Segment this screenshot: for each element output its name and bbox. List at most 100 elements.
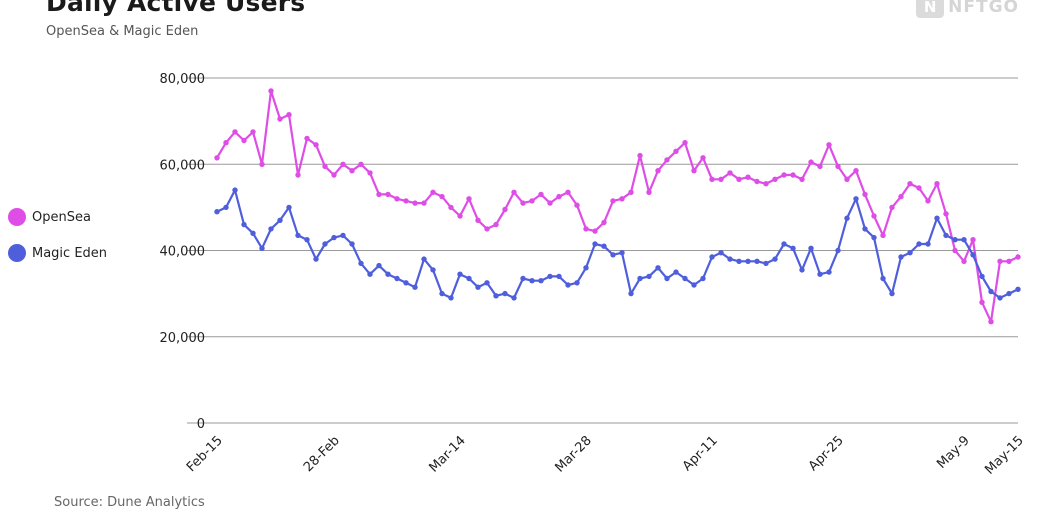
data-point-magic-eden-78 <box>916 241 922 247</box>
data-point-magic-eden-22 <box>412 284 418 290</box>
data-point-opensea-32 <box>502 206 508 213</box>
data-point-magic-eden-6 <box>268 226 274 232</box>
data-point-opensea-78 <box>916 185 922 191</box>
data-point-opensea-75 <box>889 204 895 211</box>
data-point-magic-eden-18 <box>376 262 382 269</box>
data-point-magic-eden-61 <box>763 260 769 267</box>
data-point-magic-eden-43 <box>601 243 607 249</box>
data-point-opensea-80 <box>934 181 940 187</box>
data-point-opensea-21 <box>403 198 409 204</box>
data-point-magic-eden-36 <box>538 278 544 284</box>
x-tick-label-7: May-15 <box>982 433 1026 477</box>
data-point-magic-eden-12 <box>322 241 328 247</box>
data-point-magic-eden-7 <box>277 217 283 223</box>
x-tick-label-0: Feb-15 <box>184 433 226 475</box>
data-point-magic-eden-23 <box>421 256 427 262</box>
data-point-magic-eden-16 <box>358 260 364 267</box>
data-point-magic-eden-1 <box>223 204 229 211</box>
data-point-magic-eden-85 <box>979 273 985 280</box>
data-point-opensea-85 <box>979 299 985 305</box>
data-point-opensea-7 <box>277 116 283 122</box>
data-point-magic-eden-42 <box>592 241 598 247</box>
data-point-magic-eden-73 <box>871 234 877 241</box>
data-point-opensea-8 <box>286 112 292 118</box>
legend-label-magic-eden: Magic Eden <box>32 245 108 261</box>
data-point-opensea-47 <box>637 152 643 159</box>
data-point-magic-eden-11 <box>313 256 319 262</box>
data-point-opensea-56 <box>718 176 724 182</box>
data-point-opensea-73 <box>871 213 877 219</box>
data-point-opensea-27 <box>457 213 463 219</box>
data-point-opensea-31 <box>493 221 499 228</box>
data-point-magic-eden-56 <box>718 250 724 256</box>
y-tick-label-1: 20,000 <box>160 331 206 346</box>
chart-subtitle: OpenSea & Magic Eden <box>46 24 199 39</box>
data-point-magic-eden-27 <box>457 271 463 277</box>
x-tick-label-5: Apr-25 <box>806 433 847 474</box>
data-point-magic-eden-46 <box>628 290 634 297</box>
data-point-magic-eden-49 <box>655 265 661 271</box>
data-point-opensea-20 <box>394 196 400 202</box>
data-point-magic-eden-88 <box>1006 290 1012 297</box>
data-point-opensea-57 <box>727 170 733 176</box>
data-point-opensea-55 <box>709 176 715 182</box>
x-tick-label-4: Apr-11 <box>680 433 721 474</box>
data-point-magic-eden-10 <box>304 237 310 243</box>
data-point-opensea-28 <box>466 196 472 202</box>
data-point-magic-eden-40 <box>574 280 580 286</box>
data-point-opensea-71 <box>853 168 859 174</box>
data-point-magic-eden-45 <box>619 250 625 256</box>
data-point-magic-eden-35 <box>529 278 535 284</box>
data-point-opensea-10 <box>304 135 310 142</box>
legend-swatch-opensea <box>8 208 26 226</box>
data-point-opensea-68 <box>826 142 832 148</box>
data-point-magic-eden-68 <box>826 269 832 275</box>
data-point-opensea-33 <box>511 189 517 195</box>
data-point-opensea-50 <box>664 157 670 163</box>
data-point-opensea-16 <box>358 161 364 167</box>
data-point-magic-eden-89 <box>1015 286 1021 292</box>
data-point-magic-eden-47 <box>637 275 643 282</box>
data-point-magic-eden-82 <box>952 237 958 243</box>
chart-title: Daily Active Users <box>46 0 306 17</box>
data-point-opensea-23 <box>421 200 427 206</box>
data-point-opensea-61 <box>763 181 769 187</box>
data-point-magic-eden-70 <box>844 215 850 221</box>
data-point-opensea-17 <box>367 170 373 176</box>
brand-logo: N NFTGO <box>916 0 1019 18</box>
data-point-opensea-36 <box>538 191 544 198</box>
y-tick-label-4: 80,000 <box>160 72 206 87</box>
data-point-magic-eden-57 <box>727 256 733 262</box>
data-point-magic-eden-32 <box>502 290 508 297</box>
data-point-opensea-48 <box>646 189 652 195</box>
data-point-opensea-1 <box>223 140 229 146</box>
data-point-magic-eden-26 <box>448 295 454 301</box>
data-point-opensea-26 <box>448 204 454 211</box>
series-line-magic-eden <box>215 189 1020 299</box>
data-point-magic-eden-65 <box>799 267 805 273</box>
data-point-opensea-6 <box>268 88 274 94</box>
data-point-magic-eden-59 <box>745 258 751 264</box>
data-point-magic-eden-58 <box>736 258 742 264</box>
data-point-magic-eden-72 <box>862 226 868 232</box>
data-point-opensea-44 <box>610 198 616 204</box>
data-point-magic-eden-69 <box>835 247 841 254</box>
legend-label-opensea: OpenSea <box>32 209 91 225</box>
data-point-opensea-42 <box>592 228 598 234</box>
data-point-opensea-13 <box>331 172 337 178</box>
data-point-magic-eden-13 <box>331 234 337 241</box>
source-note: Source: Dune Analytics <box>54 495 205 510</box>
data-point-opensea-25 <box>439 193 445 200</box>
data-point-opensea-62 <box>772 176 778 182</box>
data-point-magic-eden-4 <box>250 230 256 236</box>
legend-item-magic-eden: Magic Eden <box>8 244 107 262</box>
data-point-magic-eden-87 <box>997 295 1003 301</box>
data-point-opensea-49 <box>655 168 661 174</box>
data-point-opensea-54 <box>700 155 706 161</box>
data-point-opensea-12 <box>322 163 328 170</box>
data-point-magic-eden-80 <box>934 215 940 221</box>
data-point-magic-eden-28 <box>466 275 472 282</box>
data-point-opensea-84 <box>970 237 976 243</box>
data-point-magic-eden-20 <box>394 275 400 282</box>
